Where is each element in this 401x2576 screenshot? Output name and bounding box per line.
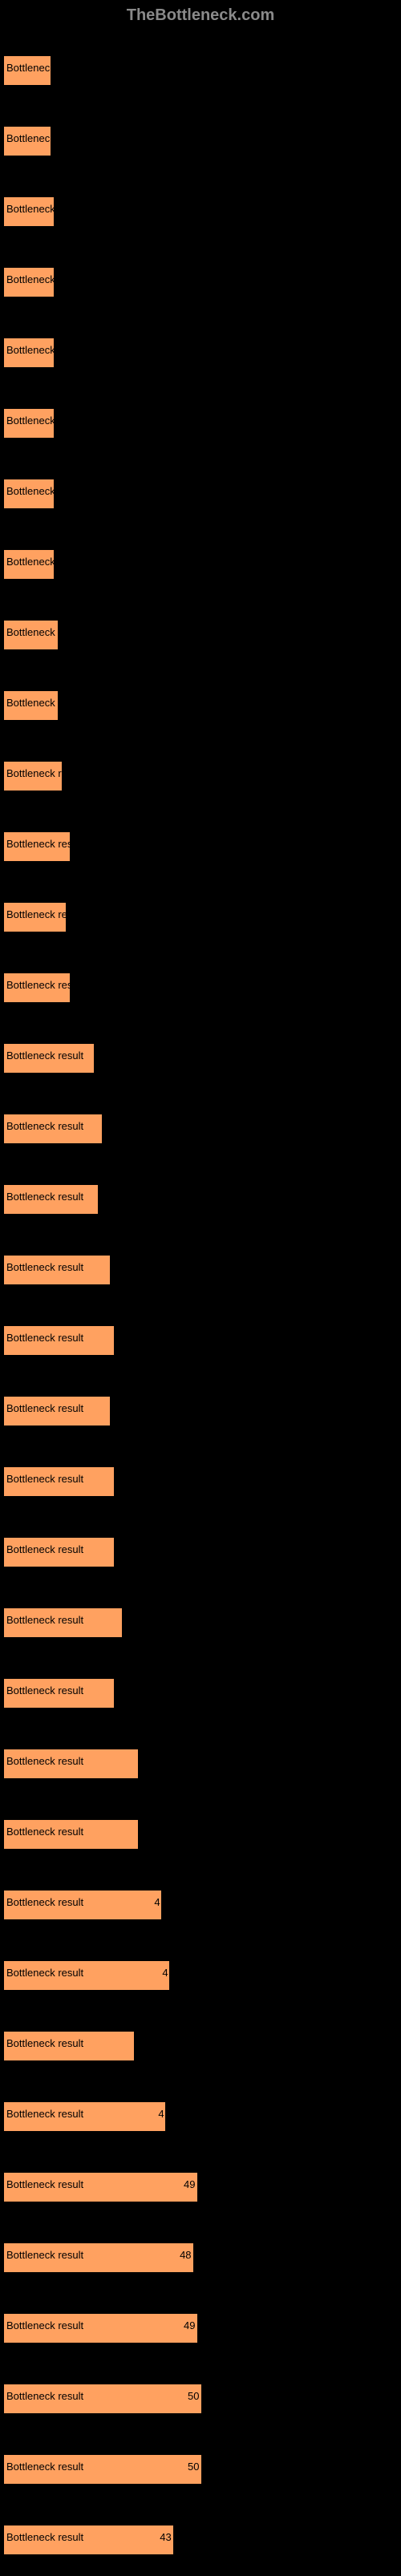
chart-row: Bottleneck result 43 [3,2505,401,2574]
bar-label: Bottleneck result [6,2178,83,2190]
bar-label: Bottleneck result [6,767,83,779]
bar-label: Bottleneck result [6,1191,83,1203]
bar-label: Bottleneck result [6,62,83,74]
chart-row: Bottleneck result [3,601,401,669]
chart-row: Bottleneck result [3,389,401,458]
chart-row: Bottleneck result 4 [3,1870,401,1939]
bar-label: Bottleneck result [6,203,83,215]
bar-label: Bottleneck result [6,2249,83,2261]
bar-value: 4 [154,1896,160,1908]
chart-row: Bottleneck result 4 [3,2082,401,2151]
bar-label: Bottleneck result [6,697,83,709]
bar-label: Bottleneck result [6,1261,83,1273]
bar-label: Bottleneck result [6,344,83,356]
chart-row: Bottleneck result [3,1235,401,1304]
bar-label: Bottleneck result [6,1684,83,1696]
bar-label: Bottleneck result [6,2461,83,2473]
bar-label: Bottleneck result [6,1049,83,1062]
bar-label: Bottleneck result [6,979,83,991]
bar-label: Bottleneck result [6,1332,83,1344]
bar-label: Bottleneck result [6,2037,83,2049]
bar-label: Bottleneck result [6,132,83,144]
chart-row: Bottleneck result [3,742,401,811]
bar-value: 4 [162,1967,168,1979]
chart-row: Bottleneck result [3,1800,401,1869]
bar-label: Bottleneck result [6,1896,83,1908]
chart-row: Bottleneck result [3,812,401,881]
bar-label: Bottleneck result [6,1755,83,1767]
chart-row: Bottleneck result [3,36,401,105]
chart-row: Bottleneck result [3,2012,401,2081]
chart-row: Bottleneck result 50 [3,2435,401,2504]
bar-label: Bottleneck result [6,1614,83,1626]
chart-row: Bottleneck result [3,953,401,1022]
chart-row: Bottleneck result [3,1518,401,1587]
bar-value: 49 [184,2178,195,2190]
bar-label: Bottleneck result [6,2319,83,2331]
bar-label: Bottleneck result [6,838,83,850]
bar-value: 49 [184,2319,195,2331]
bar-label: Bottleneck result [6,1543,83,1555]
chart-row: Bottleneck result [3,459,401,528]
chart-row: Bottleneck result [3,883,401,952]
chart-row: Bottleneck result [3,318,401,387]
bottleneck-bar-chart: Bottleneck resultBottleneck resultBottle… [0,36,401,2574]
bar-value: 50 [188,2390,199,2402]
bar-value: 48 [180,2249,191,2261]
bar-label: Bottleneck result [6,1967,83,1979]
chart-row: Bottleneck result 4 [3,1941,401,2010]
chart-row: Bottleneck result 48 [3,2223,401,2292]
chart-row: Bottleneck result [3,1024,401,1093]
chart-row: Bottleneck result 49 [3,2153,401,2222]
chart-row: Bottleneck result [3,1588,401,1657]
bar-label: Bottleneck result [6,908,83,920]
chart-row: Bottleneck result [3,1377,401,1446]
chart-row: Bottleneck result [3,177,401,246]
chart-row: Bottleneck result [3,107,401,176]
chart-row: Bottleneck result [3,1165,401,1234]
chart-row: Bottleneck result [3,1447,401,1516]
bar-label: Bottleneck result [6,1826,83,1838]
bar-label: Bottleneck result [6,1473,83,1485]
bar-label: Bottleneck result [6,485,83,497]
chart-row: Bottleneck result [3,248,401,317]
bar-value: 50 [188,2461,199,2473]
bar-label: Bottleneck result [6,2108,83,2120]
bar-label: Bottleneck result [6,556,83,568]
bar-label: Bottleneck result [6,626,83,638]
chart-row: Bottleneck result [3,1094,401,1163]
chart-row: Bottleneck result 50 [3,2364,401,2433]
chart-row: Bottleneck result [3,1729,401,1798]
bar-value: 4 [158,2108,164,2120]
bar-label: Bottleneck result [6,1402,83,1414]
chart-row: Bottleneck result [3,1659,401,1728]
site-header: TheBottleneck.com [0,6,401,25]
chart-row: Bottleneck result [3,671,401,740]
bar-label: Bottleneck result [6,1120,83,1132]
bar-label: Bottleneck result [6,2390,83,2402]
chart-row: Bottleneck result 49 [3,2294,401,2363]
chart-row: Bottleneck result [3,1306,401,1375]
chart-row: Bottleneck result [3,530,401,599]
bar-label: Bottleneck result [6,273,83,285]
bar-label: Bottleneck result [6,2531,83,2543]
bar-value: 43 [160,2531,171,2543]
bar-label: Bottleneck result [6,415,83,427]
